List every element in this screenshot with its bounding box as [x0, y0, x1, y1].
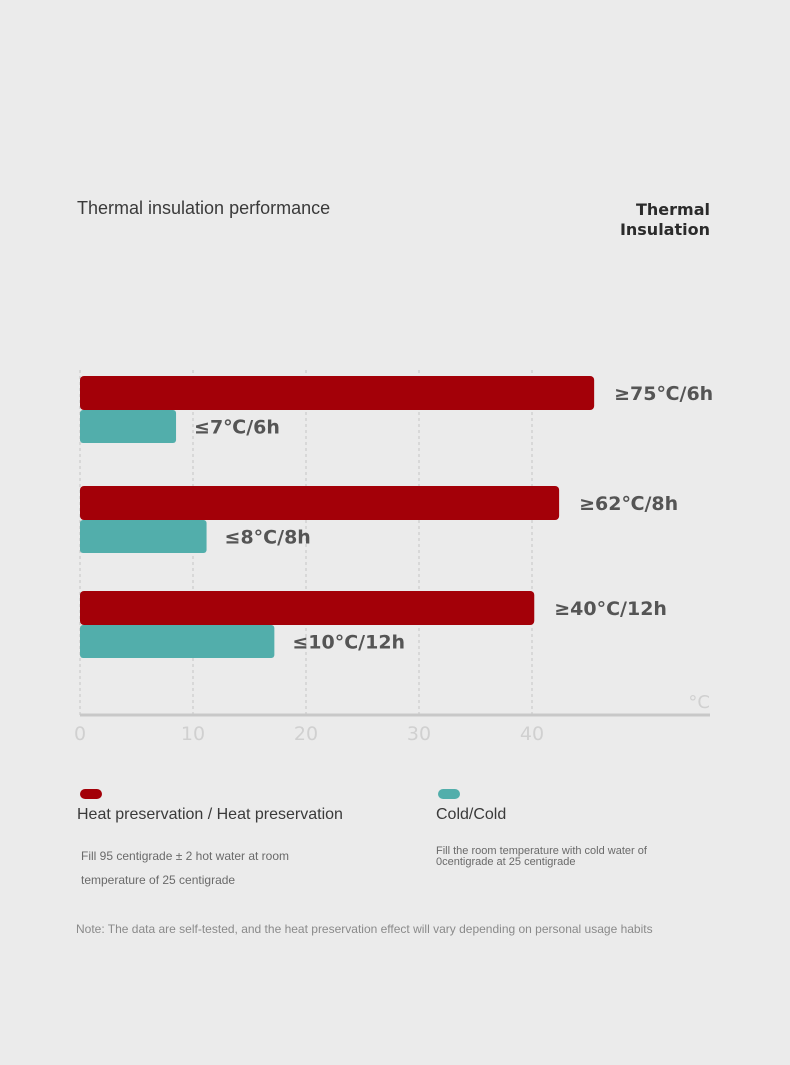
- cold-bar-2: [80, 625, 275, 658]
- legend-desc-cold-line2: 0centigrade at 25 centigrade: [436, 856, 576, 868]
- cold-bar-0: [80, 410, 177, 443]
- heat-bar-label-2: ≥40°C/12h: [554, 598, 667, 620]
- chart-title: Thermal insulation performance: [77, 198, 331, 218]
- legend-label-heat: Heat preservation / Heat preservation: [77, 806, 343, 823]
- corner-heading-line1: Thermal: [636, 200, 710, 219]
- heat-bar-2: [80, 591, 535, 625]
- legend-swatch-heat: [80, 789, 102, 799]
- cold-bar-label-2: ≤10°C/12h: [292, 632, 405, 654]
- x-tick-label-3: 30: [407, 723, 431, 745]
- cold-bar-label-1: ≤8°C/8h: [225, 527, 311, 549]
- legend-desc-heat-line1: Fill 95 centigrade ± 2 hot water at room: [81, 849, 290, 863]
- x-tick-label-0: 0: [74, 723, 86, 745]
- legend-desc-heat-line2: temperature of 25 centigrade: [81, 873, 236, 887]
- footnote: Note: The data are self-tested, and the …: [76, 922, 653, 936]
- x-tick-label-1: 10: [181, 723, 205, 745]
- legend-desc-cold-line1: Fill the room temperature with cold wate…: [436, 845, 647, 857]
- heat-bar-1: [80, 486, 560, 520]
- bar-chart: 0 10 20 30 40 °C ≥75℃/6h ≤7℃/6h ≥62℃/8h ≤8°C/8h ≥4…: [74, 370, 713, 745]
- cold-bar-label-0: ≤7℃/6h: [194, 417, 280, 439]
- legend-swatch-cold: [438, 789, 460, 799]
- heat-bar-0: [80, 376, 595, 410]
- cold-bar-1: [80, 520, 207, 553]
- heat-bar-label-1: ≥62℃/8h: [579, 493, 678, 515]
- legend-label-cold: Cold/Cold: [436, 806, 507, 823]
- x-tick-label-4: 40: [520, 723, 544, 745]
- x-axis-unit-label: °C: [688, 692, 710, 713]
- heat-bar-label-0: ≥75℃/6h: [614, 383, 713, 405]
- x-tick-label-2: 20: [294, 723, 318, 745]
- corner-heading: Thermal Insulation: [510, 200, 710, 240]
- corner-heading-line2: Insulation: [619, 220, 710, 239]
